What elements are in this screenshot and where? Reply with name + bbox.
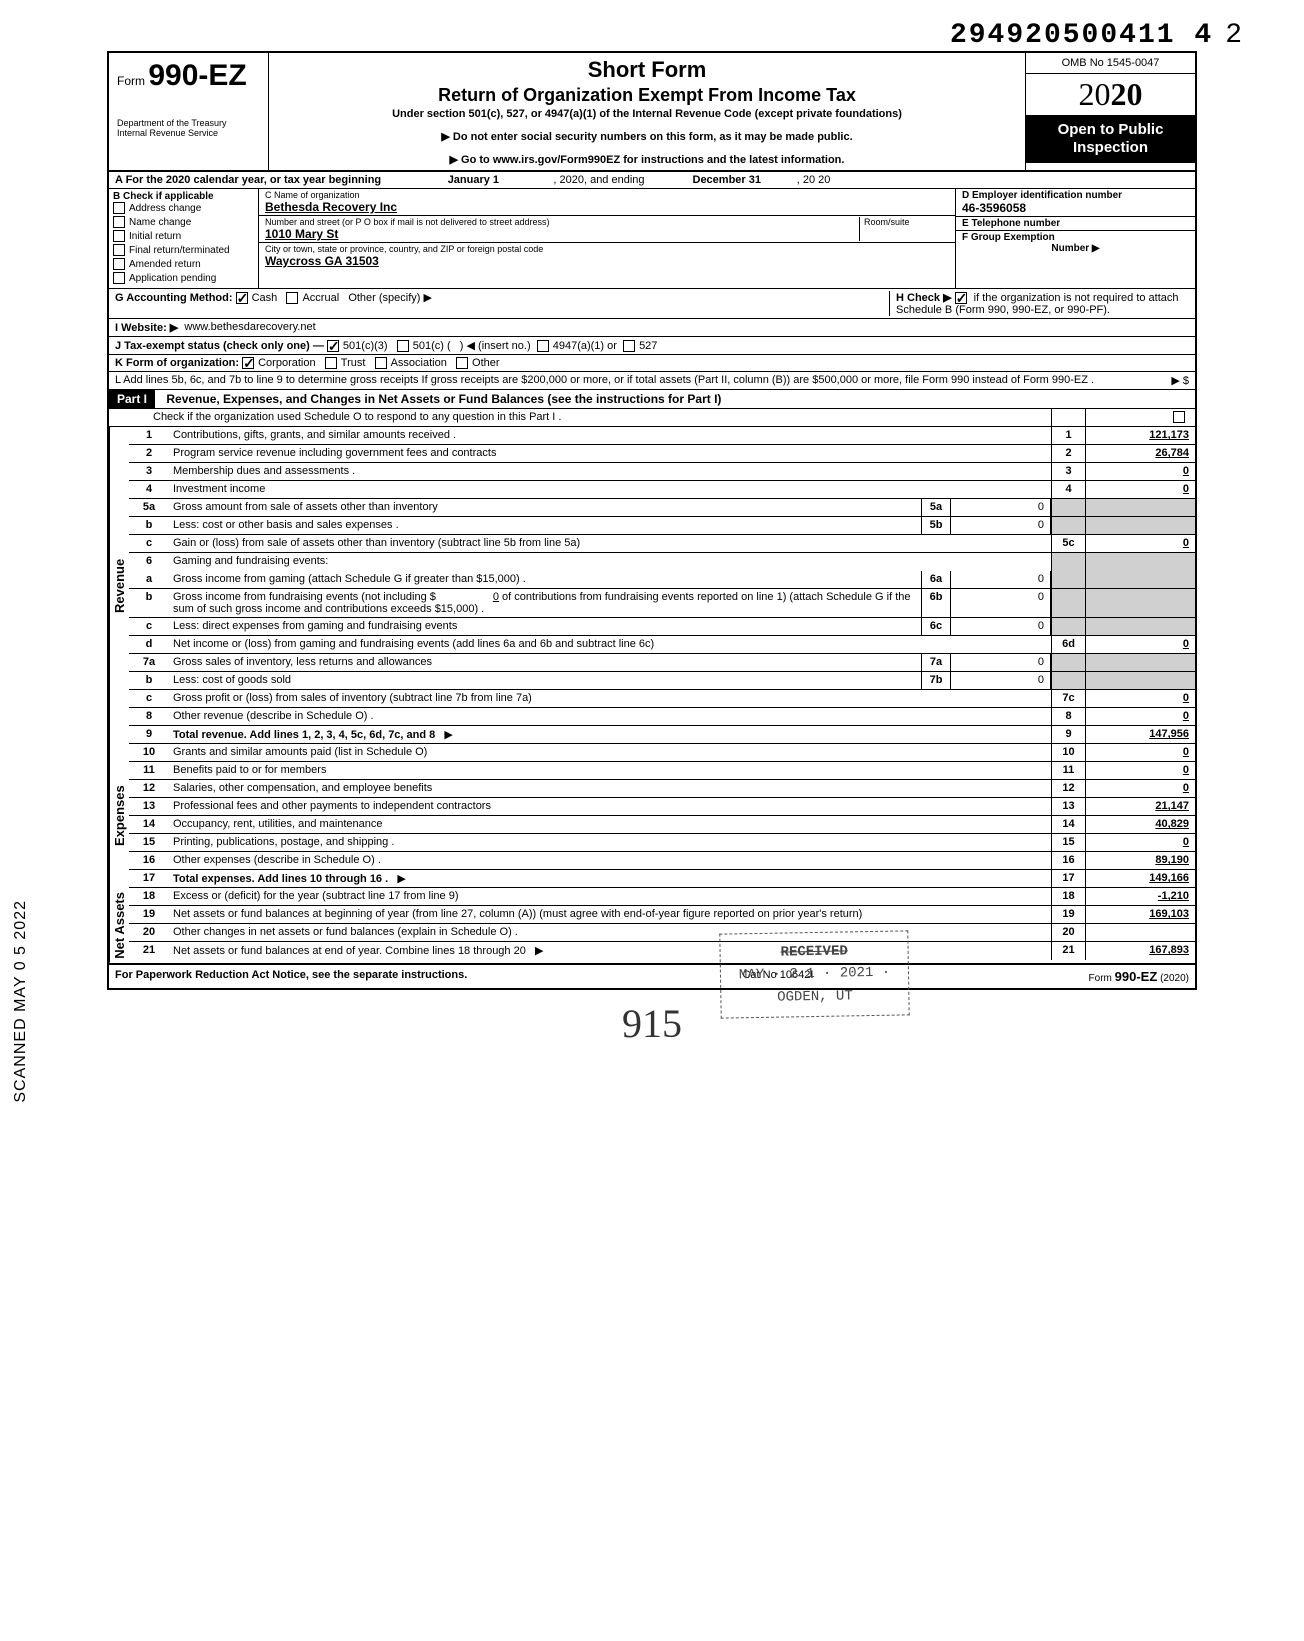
part-1-checknote: Check if the organization used Schedule … xyxy=(109,409,1195,427)
cb-cash[interactable] xyxy=(236,292,248,304)
period-row: A For the 2020 calendar year, or tax yea… xyxy=(109,172,1195,189)
cb-initial-return[interactable]: Initial return xyxy=(113,230,254,244)
website: www.bethesdarecovery.net xyxy=(184,321,315,334)
section-b-checkboxes: B Check if applicable Address change Nam… xyxy=(109,189,259,288)
section-c-name-address: C Name of organization Bethesda Recovery… xyxy=(259,189,955,288)
title-return: Return of Organization Exempt From Incom… xyxy=(279,85,1015,106)
cb-amended-return[interactable]: Amended return xyxy=(113,258,254,272)
form-title-block: Short Form Return of Organization Exempt… xyxy=(269,53,1025,170)
dln-number: 294920500411 42 xyxy=(20,20,1284,51)
tax-year: 2020 xyxy=(1026,74,1195,115)
form-id-block: Form 990-EZ Department of the Treasury I… xyxy=(109,53,269,170)
form-header: Form 990-EZ Department of the Treasury I… xyxy=(109,53,1195,172)
net-assets-section: Net Assets 18Excess or (deficit) for the… xyxy=(109,888,1195,965)
row-i: I Website: ▶ www.bethesdarecovery.net xyxy=(109,319,1195,337)
cb-corporation[interactable] xyxy=(242,357,254,369)
cb-sched-b[interactable] xyxy=(955,292,967,304)
handwritten-915: 915 xyxy=(20,1000,1284,1047)
expenses-section: Expenses 10Grants and similar amounts pa… xyxy=(109,744,1195,888)
part-1-header: Part I Revenue, Expenses, and Changes in… xyxy=(109,390,1195,409)
revenue-section: Revenue 1Contributions, gifts, grants, a… xyxy=(109,427,1195,744)
cb-name-change[interactable]: Name change xyxy=(113,216,254,230)
row-g-h: G Accounting Method: Cash Accrual Other … xyxy=(109,289,1195,319)
cb-527[interactable] xyxy=(623,340,635,352)
scanned-stamp: SCANNED MAY 0 5 2022 xyxy=(12,900,30,1103)
cb-schedule-o[interactable] xyxy=(1173,411,1185,423)
cb-address-change[interactable]: Address change xyxy=(113,202,254,216)
org-city: Waycross GA 31503 xyxy=(265,254,949,268)
cb-trust[interactable] xyxy=(325,357,337,369)
open-to-public: Open to Public Inspection xyxy=(1026,115,1195,163)
form-990ez: Form 990-EZ Department of the Treasury I… xyxy=(107,51,1197,990)
row-k: K Form of organization: Corporation Trus… xyxy=(109,355,1195,372)
cb-accrual[interactable] xyxy=(286,292,298,304)
org-street: 1010 Mary St xyxy=(265,227,859,241)
org-name: Bethesda Recovery Inc xyxy=(265,200,949,214)
entity-header: B Check if applicable Address change Nam… xyxy=(109,189,1195,289)
section-d-e-f: D Employer identification number 46-3596… xyxy=(955,189,1195,288)
omb-number: OMB No 1545-0047 xyxy=(1026,53,1195,74)
cb-4947[interactable] xyxy=(537,340,549,352)
form-meta-block: OMB No 1545-0047 2020 Open to Public Ins… xyxy=(1025,53,1195,170)
cb-application-pending[interactable]: Application pending xyxy=(113,272,254,286)
row-l: L Add lines 5b, 6c, and 7b to line 9 to … xyxy=(109,372,1195,390)
cb-501c3[interactable] xyxy=(327,340,339,352)
cb-association[interactable] xyxy=(375,357,387,369)
title-short-form: Short Form xyxy=(279,57,1015,83)
page-footer: For Paperwork Reduction Act Notice, see … xyxy=(109,965,1195,988)
row-j: J Tax-exempt status (check only one) — 5… xyxy=(109,337,1195,355)
cb-final-return[interactable]: Final return/terminated xyxy=(113,244,254,258)
cb-501c[interactable] xyxy=(397,340,409,352)
ein: 46-3596058 xyxy=(962,201,1189,215)
cb-other-org[interactable] xyxy=(456,357,468,369)
